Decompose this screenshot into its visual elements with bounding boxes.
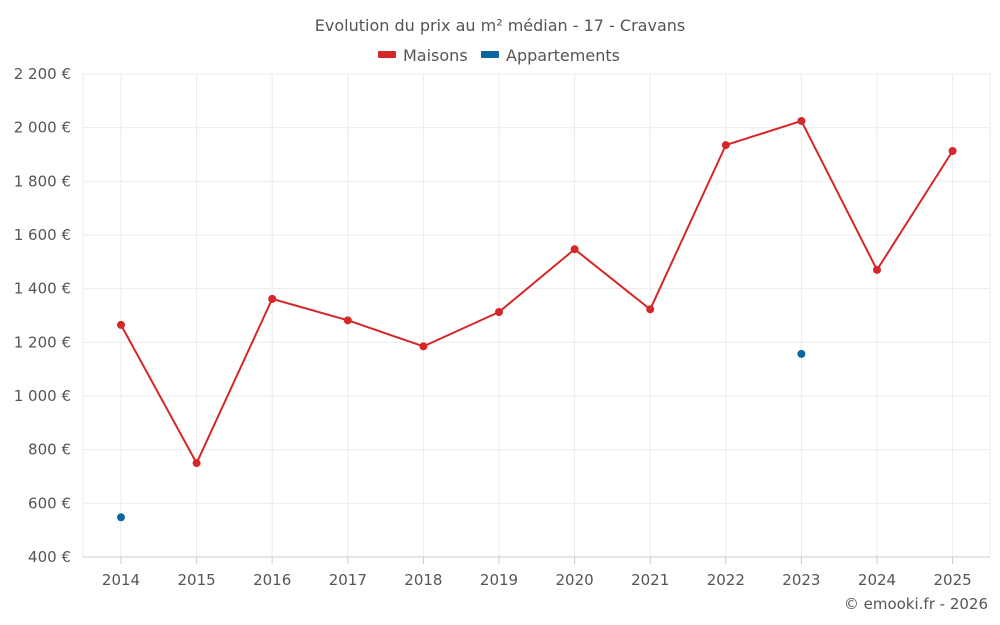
x-tick-label: 2023 <box>782 571 820 589</box>
data-point-maisons[interactable] <box>570 245 579 254</box>
y-tick-label: 2 200 € <box>14 65 71 83</box>
legend-swatch-appartements <box>481 51 499 58</box>
y-tick-label: 800 € <box>28 441 71 459</box>
data-point-maisons[interactable] <box>495 308 503 317</box>
x-tick-label: 2018 <box>404 571 442 589</box>
x-tick-label: 2014 <box>102 571 140 589</box>
x-tick-label: 2016 <box>253 571 291 589</box>
x-tick-label: 2015 <box>178 571 216 589</box>
legend-item-maisons[interactable]: Maisons <box>378 46 468 65</box>
x-tick-label: 2017 <box>329 571 367 589</box>
x-tick-label: 2022 <box>707 571 745 589</box>
x-tick-label: 2021 <box>631 571 669 589</box>
y-tick-label: 1 800 € <box>14 172 71 190</box>
legend: Maisons Appartements <box>378 46 620 65</box>
legend-swatch-maisons <box>378 51 396 58</box>
y-tick-label: 1 600 € <box>14 226 71 244</box>
y-tick-label: 2 000 € <box>14 119 71 137</box>
y-tick-label: 1 200 € <box>14 333 71 351</box>
y-tick-label: 600 € <box>28 494 71 512</box>
data-point-appartements[interactable] <box>117 513 125 522</box>
data-point-maisons[interactable] <box>268 294 277 303</box>
data-point-maisons[interactable] <box>343 316 352 325</box>
y-tick-label: 1 000 € <box>14 387 71 405</box>
credit-text: © emooki.fr - 2026 <box>844 595 988 613</box>
x-tick-label: 2024 <box>858 571 896 589</box>
legend-label-maisons: Maisons <box>403 46 468 65</box>
legend-item-appartements[interactable]: Appartements <box>481 46 620 65</box>
y-tick-label: 400 € <box>28 548 71 566</box>
x-tick-label: 2020 <box>556 571 594 589</box>
x-tick-label: 2025 <box>934 571 972 589</box>
legend-label-appartements: Appartements <box>506 46 620 65</box>
y-tick-label: 1 400 € <box>14 280 71 298</box>
data-point-appartements[interactable] <box>797 349 806 358</box>
data-point-maisons[interactable] <box>948 147 957 156</box>
data-point-maisons[interactable] <box>646 305 655 314</box>
x-axis-ticks: 2014 2015 2016 2017 2018 2019 2020 2021 2022 2023… <box>102 557 972 589</box>
y-axis-ticks: 400 € 600 € 800 € 1 000 € 1 200 € 1 400 € 1 60… <box>14 65 71 566</box>
x-tick-label: 2019 <box>480 571 518 589</box>
series-line-maisons <box>120 119 954 465</box>
chart-title: Evolution du prix au m² médian - 17 - Cr… <box>315 16 685 35</box>
data-point-maisons[interactable] <box>117 320 125 329</box>
data-point-maisons[interactable] <box>721 141 730 150</box>
data-point-maisons[interactable] <box>419 342 428 351</box>
series-lines <box>120 119 954 465</box>
data-point-maisons[interactable] <box>192 459 201 468</box>
series-points <box>117 116 957 522</box>
y-grid <box>83 73 990 504</box>
x-grid <box>82 74 991 557</box>
data-point-maisons[interactable] <box>873 265 881 274</box>
data-point-maisons[interactable] <box>797 116 806 125</box>
